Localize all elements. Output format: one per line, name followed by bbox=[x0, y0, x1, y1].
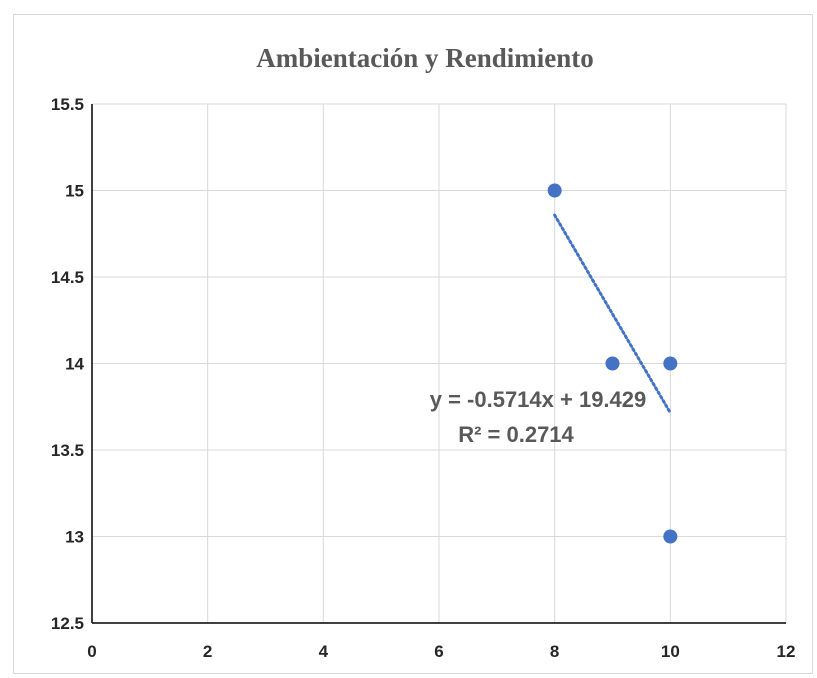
y-axis-ticks: 12.5 13 13.5 14 14.5 15 15.5 bbox=[51, 95, 85, 633]
x-axis-ticks: 0 2 4 6 8 10 12 bbox=[87, 642, 795, 661]
x-tick-label: 2 bbox=[203, 642, 212, 661]
x-tick-label: 4 bbox=[319, 642, 329, 661]
y-tick-label: 13 bbox=[65, 528, 84, 547]
y-tick-label: 14 bbox=[65, 355, 84, 374]
trendline-r-squared: R² = 0.2714 bbox=[458, 422, 574, 447]
data-point bbox=[663, 356, 678, 371]
data-point bbox=[547, 183, 562, 198]
trendline bbox=[553, 213, 672, 415]
y-tick-label: 12.5 bbox=[51, 614, 84, 633]
x-tick-label: 12 bbox=[777, 642, 796, 661]
data-points bbox=[547, 183, 678, 544]
gridlines bbox=[92, 103, 787, 623]
y-tick-label: 15.5 bbox=[51, 95, 84, 114]
y-tick-label: 14.5 bbox=[51, 268, 84, 287]
x-tick-label: 0 bbox=[87, 642, 96, 661]
y-tick-label: 13.5 bbox=[51, 441, 84, 460]
axes bbox=[91, 104, 786, 624]
chart-area bbox=[13, 14, 813, 674]
chart-title: Ambientación y Rendimiento bbox=[256, 43, 594, 73]
x-tick-label: 8 bbox=[550, 642, 559, 661]
y-tick-label: 15 bbox=[65, 182, 84, 201]
x-tick-label: 10 bbox=[661, 642, 680, 661]
x-tick-label: 6 bbox=[434, 642, 443, 661]
trendline-group bbox=[553, 213, 672, 415]
data-point bbox=[663, 529, 678, 544]
trendline-equation: y = -0.5714x + 19.429 bbox=[430, 387, 647, 412]
data-point bbox=[605, 356, 620, 371]
